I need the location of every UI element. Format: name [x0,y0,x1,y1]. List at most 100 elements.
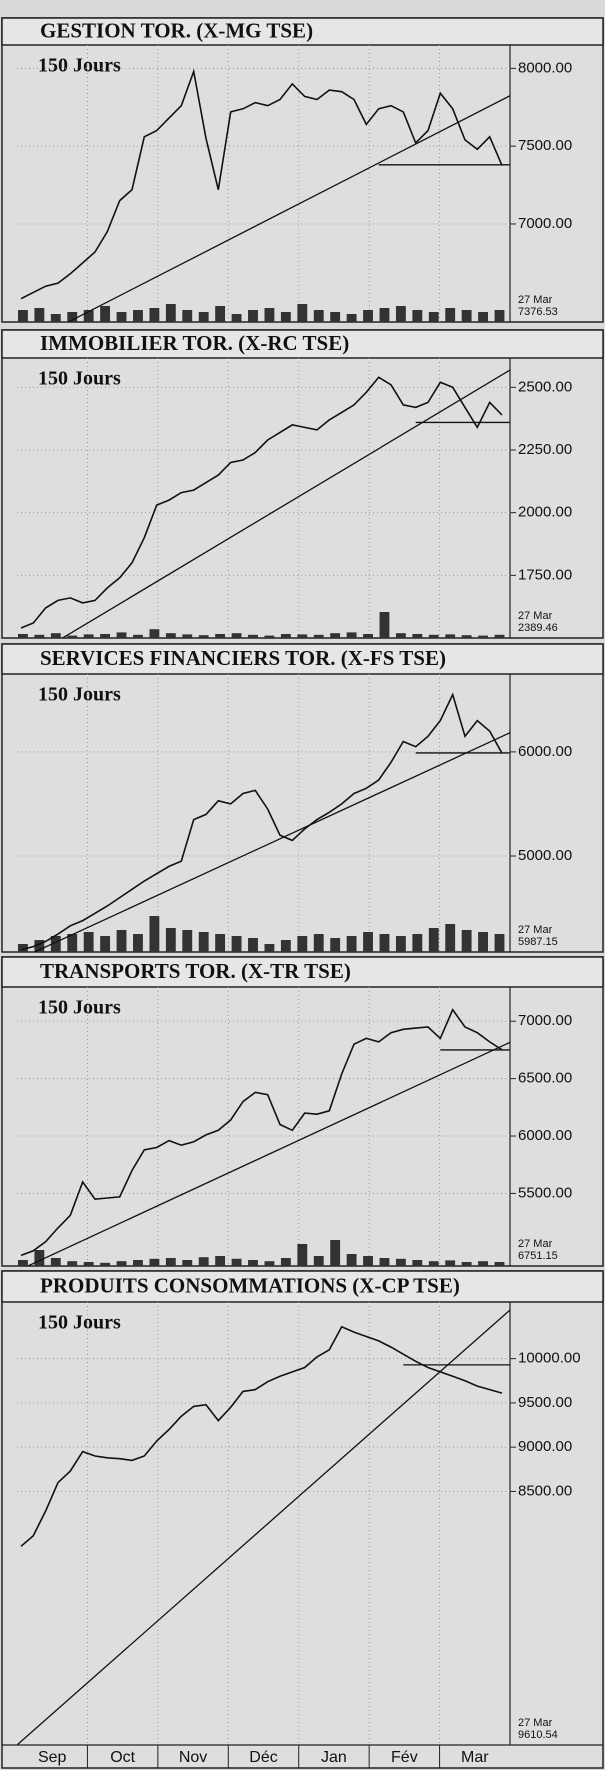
date-label: 27 Mar [518,294,553,306]
y-tick-label: 9000.00 [518,1438,572,1455]
volume-bar [67,934,78,952]
last-value: 6751.15 [518,1250,558,1262]
panel-subtitle: 150 Jours [38,1312,121,1334]
panel-header [1,956,604,988]
panel [1,956,604,1267]
x-tick-label: Mar [461,1749,489,1766]
volume-bar [18,310,28,322]
volume-bar [346,632,357,638]
volume-bar [67,1261,78,1266]
volume-bar [231,936,242,952]
panel-title: SERVICES FINANCIERS TOR. (X-FS TSE) [40,646,446,670]
price-line [20,68,503,300]
x-tick-label: Fév [391,1749,418,1766]
volume-bar [231,633,242,638]
volume-bar [379,612,390,638]
volume-bar [330,312,341,322]
last-value: 5987.15 [518,936,558,948]
volume-bar [149,308,160,322]
y-tick-label: 2250.00 [518,441,572,458]
volume-bar [116,930,127,952]
volume-bar [133,934,143,952]
volume-bar [297,304,308,322]
volume-bar [215,934,226,952]
volume-bar [313,1256,324,1266]
volume-bar [182,930,193,952]
volume-bar [494,1262,505,1266]
volume-bar [313,634,324,638]
volume-bar [198,1257,209,1266]
volume-bar [330,1240,341,1266]
volume-bar [379,934,390,952]
volume-bar [478,1261,488,1266]
volume-bar [83,1262,94,1266]
volume-bar [280,634,291,638]
volume-bar [165,928,176,952]
volume-bar [379,1258,390,1266]
volume-bar [215,634,226,638]
last-value: 2389.46 [518,622,558,634]
volume-bar [264,308,275,322]
date-label: 27 Mar [518,610,553,622]
volume-bar [50,314,61,322]
volume-bar [379,308,390,322]
volume-bar [412,1260,423,1266]
volume-bar [50,1258,61,1266]
y-tick-label: 10000.00 [518,1350,581,1367]
panel-title: GESTION TOR. (X-MG TSE) [40,18,313,42]
volume-bar [478,932,488,952]
y-tick-label: 2500.00 [518,378,572,395]
y-tick-label: 1750.00 [518,566,572,583]
volume-bar [165,304,176,322]
y-tick-label: 7000.00 [518,215,572,232]
volume-bar [330,938,341,952]
volume-bar [412,634,423,638]
volume-bar [264,944,275,952]
panel-subtitle: 150 Jours [38,684,121,706]
date-label: 27 Mar [518,924,553,936]
volume-bar [18,944,28,952]
volume-bar [50,633,61,638]
volume-bar [346,1254,357,1266]
volume-bar [34,308,45,322]
volume-bar [149,916,160,952]
panel [1,1270,604,1769]
volume-bar [428,1261,439,1266]
volume-bar [428,634,439,638]
x-tick-label: Nov [179,1749,207,1766]
volume-bar [313,934,324,952]
volume-bar [67,635,78,638]
volume-bar [18,634,28,638]
volume-bar [100,936,111,952]
volume-bar [445,1260,456,1266]
price-line [20,692,503,951]
volume-bar [248,1260,258,1266]
date-label: 27 Mar [518,1238,553,1250]
volume-bar [198,635,209,638]
volume-bar [133,1260,143,1266]
volume-bar [412,934,423,952]
volume-bar [198,312,209,322]
volume-bar [363,932,373,952]
y-tick-label: 8000.00 [518,59,572,76]
volume-bar [50,936,61,952]
price-line [20,1008,503,1257]
volume-bar [412,310,423,322]
volume-bar [280,312,291,322]
volume-bar [18,1260,28,1266]
y-tick-label: 9500.00 [518,1394,572,1411]
volume-bar [461,930,472,952]
volume-bar [330,633,341,638]
volume-bar [67,312,78,322]
volume-bar [395,306,406,322]
trendline [33,732,510,952]
volume-bar [494,934,505,952]
panel-title: IMMOBILIER TOR. (X-RC TSE) [40,331,349,355]
y-tick-label: 7000.00 [518,1012,572,1029]
volume-bar [100,1262,111,1266]
volume-bar [494,634,505,638]
volume-bar [461,635,472,638]
volume-bar [297,936,308,952]
panel [1,17,604,323]
panel-title: PRODUITS CONSOMMATIONS (X-CP TSE) [40,1273,460,1297]
